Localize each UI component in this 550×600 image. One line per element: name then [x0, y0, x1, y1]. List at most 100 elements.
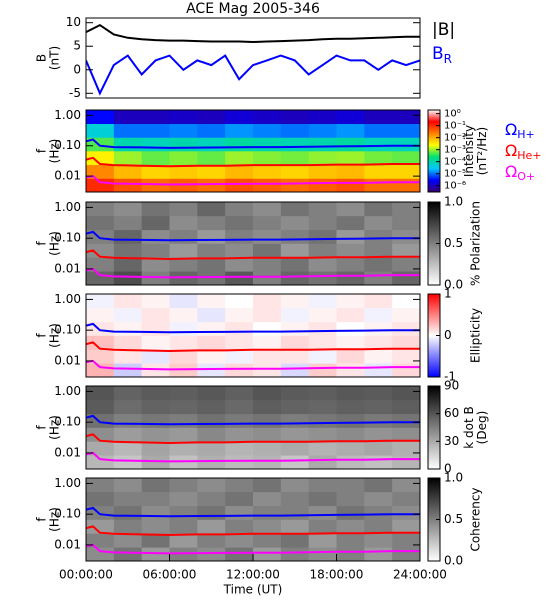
heatmap-cell [197, 533, 226, 548]
heatmap-cell [141, 150, 170, 166]
y-axis-label: f [35, 517, 49, 522]
heatmap-cell [280, 110, 310, 124]
series-line [86, 230, 420, 242]
heatmap-cell [225, 164, 254, 179]
panel [86, 23, 420, 96]
heatmap-cell [280, 178, 310, 192]
heatmap-cell [364, 441, 393, 456]
colorbar-label: k dot B [462, 406, 476, 448]
heatmap-cell [392, 533, 420, 548]
heatmap-cell [308, 215, 337, 231]
series-line [86, 341, 420, 353]
heatmap-cell [197, 150, 226, 166]
heatmap-cell [197, 243, 226, 258]
colorbar-tick-label: 10⁻⁴ [444, 157, 466, 168]
heatmap-cell [308, 294, 337, 309]
y-axis-label: f [35, 333, 49, 338]
heatmap-cell [280, 386, 310, 401]
heatmap-cell [364, 137, 393, 152]
heatmap-cell [86, 150, 115, 166]
plot-frame [85, 385, 421, 470]
heatmap-cell [280, 271, 310, 285]
heatmap-cell [253, 123, 282, 138]
heatmap-cell [364, 164, 393, 179]
y-axis-label: (nT) [48, 46, 62, 70]
colorbar-tick-label: 1.0 [444, 471, 463, 485]
colorbar-tick-label: 0 [444, 462, 452, 476]
heatmap-cell [225, 533, 254, 548]
heatmap-cell [197, 307, 226, 323]
heatmap-cell [280, 427, 310, 442]
panel [86, 202, 420, 285]
heatmap-cell [253, 335, 282, 350]
y-tick-label: 0.01 [54, 353, 81, 367]
heatmap-cell [86, 294, 115, 309]
heatmap-cell [308, 202, 337, 217]
y-tick-label: 1.00 [54, 108, 81, 122]
series-line [86, 23, 420, 44]
heatmap-cell [169, 202, 198, 217]
heatmap-cell [253, 478, 282, 493]
heatmap-cell [364, 427, 393, 442]
series-line [86, 156, 420, 168]
heatmap-cell [308, 547, 337, 561]
heatmap-cell [197, 164, 226, 179]
heatmap-cell [280, 243, 310, 258]
heatmap-cell [86, 123, 115, 138]
heatmap-cell [253, 257, 282, 272]
heatmap-cell [86, 215, 115, 231]
y-axis-label: B [35, 54, 49, 62]
heatmap-cell [392, 455, 420, 469]
heatmap-cell [86, 307, 115, 323]
heatmap-cell [169, 349, 198, 364]
heatmap-cell [336, 491, 365, 507]
heatmap-cell [169, 164, 198, 179]
heatmap-cell [253, 547, 282, 561]
heatmap-cell [308, 478, 337, 493]
heatmap-cell [364, 386, 393, 401]
heatmap-cell [86, 335, 115, 350]
heatmap-cell [392, 307, 420, 323]
heatmap-cell [225, 229, 254, 244]
heatmap-cell [308, 413, 337, 428]
series-line [86, 525, 420, 537]
heatmap-cell [197, 335, 226, 350]
heatmap-cell [308, 321, 337, 336]
heatmap-cell [280, 547, 310, 561]
heatmap-cell [141, 110, 170, 124]
heatmap-cell [169, 533, 198, 548]
x-tick-label: 18:00:00 [310, 568, 364, 582]
heatmap-cell [308, 427, 337, 442]
heatmap-cell [253, 386, 282, 401]
colorbar-tick-label: 0 [444, 328, 452, 342]
heatmap-cell [308, 491, 337, 507]
heatmap-cell [225, 137, 254, 152]
heatmap-cell [169, 441, 198, 456]
heatmap-cell [392, 478, 420, 493]
heatmap-cell [280, 335, 310, 350]
y-axis-label: (Hz) [48, 415, 62, 440]
heatmap-cell [364, 110, 393, 124]
heatmap-cell [225, 215, 254, 231]
heatmap-cell [336, 229, 365, 244]
heatmap-cell [197, 519, 226, 534]
heatmap-cell [336, 349, 365, 364]
heatmap-cell [197, 257, 226, 272]
heatmap-cell [336, 455, 365, 469]
y-axis-label: f [35, 241, 49, 246]
heatmap-cell [364, 229, 393, 244]
heatmap-cell [336, 215, 365, 231]
heatmap-cell [225, 413, 254, 428]
heatmap-cell [336, 533, 365, 548]
heatmap-cell [336, 363, 365, 377]
colorbar [427, 109, 441, 193]
panel [86, 386, 420, 469]
y-tick-label: 0.10 [54, 415, 81, 429]
legend-label: ΩHe+ [505, 141, 542, 163]
heatmap-cell [86, 110, 115, 124]
plot-frame [85, 293, 421, 378]
heatmap-cell [113, 335, 143, 350]
y-tick-label: 0.01 [54, 169, 81, 183]
heatmap-cell [392, 164, 420, 179]
heatmap-cell [392, 271, 420, 285]
